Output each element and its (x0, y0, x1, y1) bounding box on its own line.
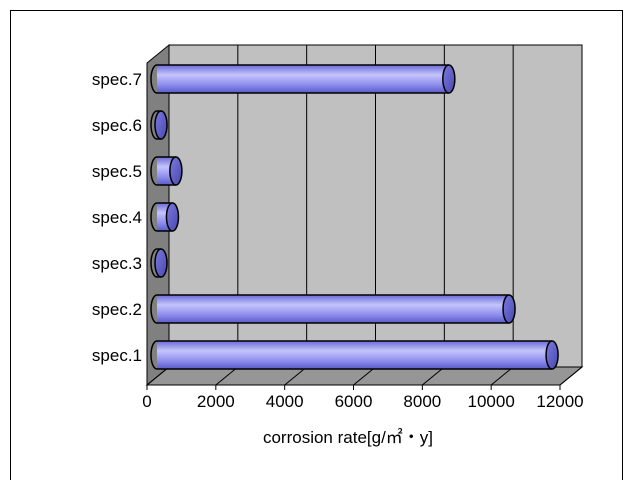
floor-gridline (422, 366, 445, 386)
y-tick-label: spec.4 (92, 208, 142, 227)
bar-base-cap (150, 202, 158, 232)
x-tick-label: 4000 (266, 392, 304, 411)
bar-body (157, 295, 510, 323)
bar-base-cap (150, 64, 158, 94)
y-tick-label: spec.6 (92, 116, 142, 135)
x-axis-label: corrosion rate[g/㎡・y] (263, 428, 433, 447)
floor-gridline (146, 366, 170, 386)
y-tick-label: spec.5 (92, 162, 142, 181)
bar (150, 64, 456, 94)
bar-end-cap (545, 340, 559, 370)
y-tick-label: spec.1 (92, 346, 142, 365)
bar (150, 110, 168, 140)
bar-base-cap (150, 340, 158, 370)
floor-gridline (353, 366, 376, 386)
bar-end-cap (502, 294, 516, 324)
x-tick-label: 12000 (536, 392, 583, 411)
bar (150, 340, 559, 370)
floor-gridline (559, 366, 583, 386)
bar-end-cap (165, 202, 180, 232)
x-tick-label: 6000 (335, 392, 373, 411)
floor-gridline (215, 366, 239, 386)
bar-base-cap (150, 248, 158, 278)
bar (150, 202, 180, 232)
bar-body (157, 341, 553, 369)
plot-background (145, 43, 584, 387)
x-tick-label: 2000 (197, 392, 235, 411)
x-tick-label: 0 (142, 392, 151, 411)
bar-end-cap (154, 248, 168, 278)
bar-base-cap (150, 110, 158, 140)
bars (150, 64, 559, 370)
bar (150, 248, 168, 278)
bar-base-cap (150, 156, 158, 186)
bar-body (157, 65, 449, 93)
bar-base-cap (150, 294, 158, 324)
bar (150, 156, 183, 186)
axis-ticks: 0 2000 4000 6000 8000 10000 12000 spec.1 spec.2 s… (92, 70, 584, 411)
bar-end-cap (169, 156, 183, 186)
floor-gridline (490, 366, 514, 386)
bar (150, 294, 516, 324)
bar-end-cap (442, 64, 456, 94)
y-tick-label: spec.3 (92, 254, 142, 273)
floor-gridline (284, 366, 307, 386)
bar-end-cap (154, 110, 168, 140)
x-tick-label: 10000 (468, 392, 515, 411)
y-tick-label: spec.7 (92, 70, 142, 89)
y-tick-label: spec.2 (92, 300, 142, 319)
x-tick-label: 8000 (403, 392, 441, 411)
